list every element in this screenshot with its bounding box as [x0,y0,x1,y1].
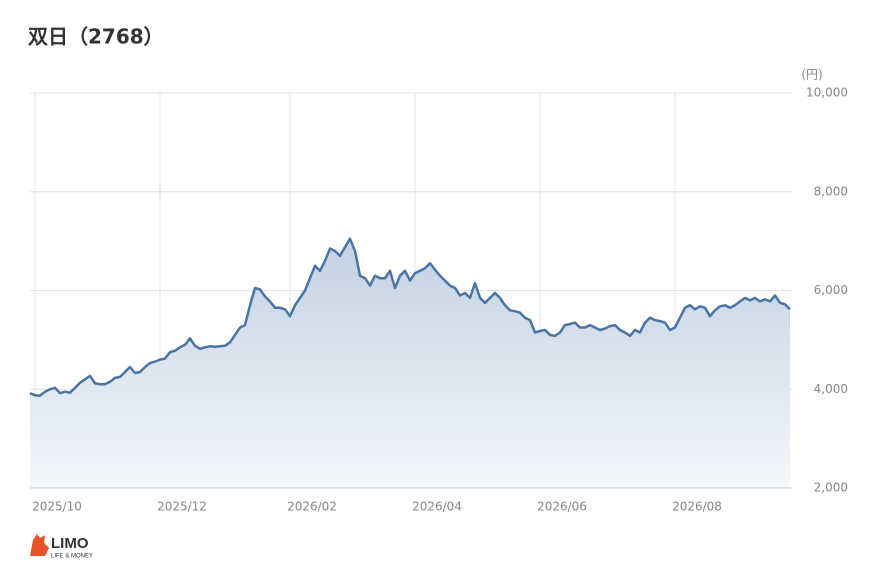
chart-title: 双日（2768） [28,25,164,49]
y-tick-label: 4,000 [814,382,848,396]
x-tick-label: 2026/08 [672,500,722,514]
x-tick-label: 2026/02 [287,500,337,514]
y-tick-label: 2,000 [814,481,848,495]
area [30,238,790,488]
line [29,237,791,397]
logo-tagline: LIFE & MONEY [51,554,93,560]
x-tick-label: 2026/06 [537,500,587,514]
y-unit: (円) [801,68,822,82]
x-tick-label: 2025/10 [32,500,82,514]
x-tick-label: 2025/12 [157,500,207,514]
x-tick-label: 2026/04 [412,500,462,514]
logo: LIMO LIFE & MONEY [30,534,93,560]
logo-icon [30,534,49,556]
y-tick-label: 10,000 [806,86,848,100]
y-tick-label: 6,000 [814,283,848,297]
logo-name: LIMO [51,535,89,552]
y-tick-label: 8,000 [814,184,848,198]
